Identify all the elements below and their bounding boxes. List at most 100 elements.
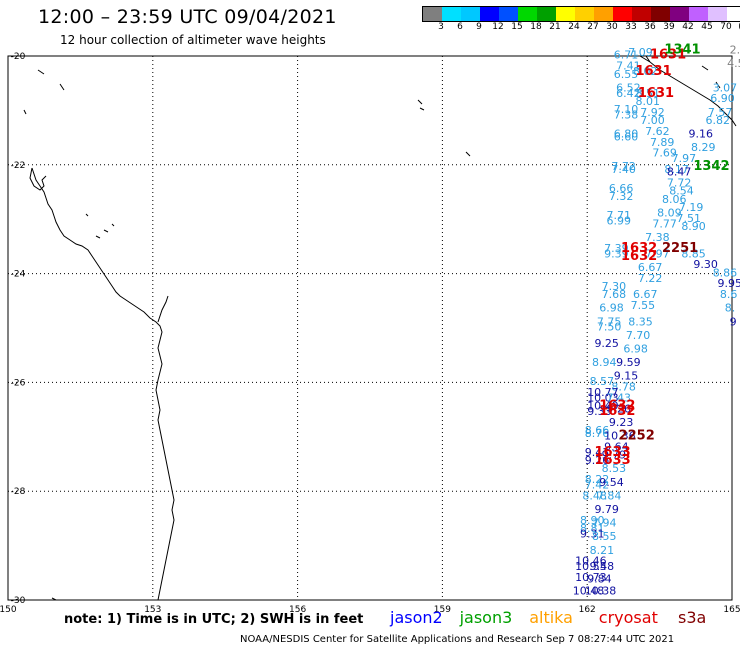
- coastline: [23, 55, 737, 601]
- wave-height-value: 6.71: [614, 49, 639, 62]
- wave-height-value: 6.82: [705, 114, 730, 127]
- pass-time-value: 2251: [662, 241, 698, 256]
- wave-height-value: 6.66: [609, 182, 634, 195]
- wave-height-value: 6.42: [616, 87, 641, 100]
- wave-height-value: 8.66: [585, 424, 610, 437]
- color-scale-label: 12: [492, 22, 504, 32]
- wave-height-value: 8.81: [580, 522, 605, 535]
- pass-time-value: 1341: [664, 42, 700, 57]
- wave-height-value: 7.43: [607, 391, 632, 404]
- color-swatch: [556, 7, 575, 21]
- color-swatch: [708, 7, 727, 21]
- wave-height-value: 8.90: [681, 220, 706, 233]
- wave-height-value: 7.71: [607, 209, 632, 222]
- wave-height-value: 7.38: [614, 109, 639, 122]
- wave-height-value: 7.97: [672, 152, 697, 165]
- satellite-legend-cryosat: cryosat: [598, 608, 658, 627]
- wave-height-value: 3.07: [713, 81, 738, 94]
- lat-tick-label: -24: [11, 270, 26, 280]
- wave-height-value: 2.67: [730, 43, 740, 56]
- wave-height-value: 7.89: [650, 136, 675, 149]
- wave-height-value: 10.36: [604, 430, 636, 443]
- wave-height-value: 8.53: [602, 462, 627, 475]
- lat-tick-label: -26: [11, 378, 26, 388]
- new-caledonia: [639, 55, 737, 127]
- wave-height-value: 8.78: [611, 381, 636, 394]
- wave-height-value: 7.72: [667, 177, 692, 190]
- wave-height-value: 7.68: [602, 288, 627, 301]
- color-swatch: [727, 7, 740, 21]
- color-scale-label: 45: [701, 22, 713, 32]
- wave-height-value: 8.48: [582, 489, 607, 502]
- wave-height-value: 6.98: [623, 342, 648, 355]
- wave-height-value: 7.77: [652, 217, 677, 230]
- lat-tick-label: -28: [11, 487, 26, 497]
- pass-time-value: 1632: [599, 399, 635, 414]
- wave-height-value: 9.15: [614, 370, 639, 383]
- color-swatch: [670, 7, 689, 21]
- wave-height-value: 8.90: [580, 514, 605, 527]
- wave-height-value: 10.55: [575, 560, 607, 573]
- wave-height-value: 10.73: [575, 571, 607, 584]
- satellite-legend-jason2: jason2: [390, 608, 443, 627]
- wave-height-value: 7.41: [616, 60, 641, 73]
- wave-height-value: 6.52: [616, 81, 641, 94]
- map-subtitle: 12 hour collection of altimeter wave hei…: [60, 33, 326, 47]
- wave-height-value: 7.62: [645, 125, 670, 138]
- lat-tick-label: -22: [11, 161, 26, 171]
- wave-height-value: 10.38: [585, 585, 617, 598]
- wave-height-value: 6.67: [633, 288, 658, 301]
- color-scale-label: 39: [663, 22, 675, 32]
- pass-time-value: 1631: [635, 64, 671, 79]
- wave-height-value: 8.35: [628, 315, 653, 328]
- color-swatch: [423, 7, 442, 21]
- color-scale-label: (ft): [738, 22, 740, 32]
- wave-height-value: 8.02: [633, 65, 658, 78]
- pass-time-value: 1342: [693, 159, 729, 174]
- map-grid: [7, 55, 733, 601]
- wave-height-value: 9.16: [689, 128, 714, 141]
- wave-height-value: 7.22: [638, 272, 663, 285]
- wave-height-value: 7.30: [602, 280, 627, 293]
- pass-time-value: 2252: [619, 429, 655, 444]
- color-scale-label: 9: [476, 22, 482, 32]
- cape-york-coastline: [29, 167, 47, 191]
- wave-height-value: 8.01: [635, 95, 660, 108]
- wave-height-value: 9.26: [607, 402, 632, 415]
- wave-height-value: 7.70: [626, 329, 651, 342]
- wave-height-value: 6.67: [638, 261, 663, 274]
- pass-time-value: 1633: [594, 453, 630, 468]
- pass-time-value: 1632: [599, 404, 635, 419]
- color-scale-label: 33: [625, 22, 637, 32]
- color-swatch: [632, 7, 651, 21]
- wave-height-value: 9.79: [602, 449, 627, 462]
- lon-tick-label: 162: [579, 605, 596, 615]
- wave-height-value: 7.55: [631, 299, 656, 312]
- color-scale-label: 15: [511, 22, 523, 32]
- wave-height-value: 9.59: [616, 356, 641, 369]
- wave-height-value: 8.55: [592, 530, 617, 543]
- color-scale-label: 27: [587, 22, 599, 32]
- color-scale-label: 24: [568, 22, 580, 32]
- wave-height-value: 7.09: [628, 46, 653, 59]
- wave-height-value: 8.94: [592, 356, 617, 369]
- wave-height-value: 9.64: [604, 440, 629, 453]
- lord-howe-island: [51, 597, 57, 601]
- wave-height-value: 7.10: [614, 103, 639, 116]
- wave-height-value: 7.92: [640, 106, 665, 119]
- wave-height-value: 4.59: [727, 57, 740, 70]
- wave-height-value: 9.23: [609, 416, 634, 429]
- wave-height-value: 6.98: [599, 302, 624, 315]
- wave-height-value: 7.84: [597, 489, 622, 502]
- wave-height-value: 10.46: [575, 555, 607, 568]
- wave-height-value: 7.50: [597, 321, 622, 334]
- wave-height-value: 10.03: [587, 391, 619, 404]
- wave-height-value: 7.42: [585, 478, 610, 491]
- wave-height-labels: 6.717.097.416.558.02 6.526.428.518.01 2.67…: [573, 43, 740, 597]
- wave-height-value: 9.48: [590, 560, 615, 573]
- wave-height-value: 10.77: [587, 386, 619, 399]
- color-swatch: [442, 7, 461, 21]
- australia-coastline: [31, 167, 175, 601]
- lat-tick-label: -30: [11, 596, 26, 606]
